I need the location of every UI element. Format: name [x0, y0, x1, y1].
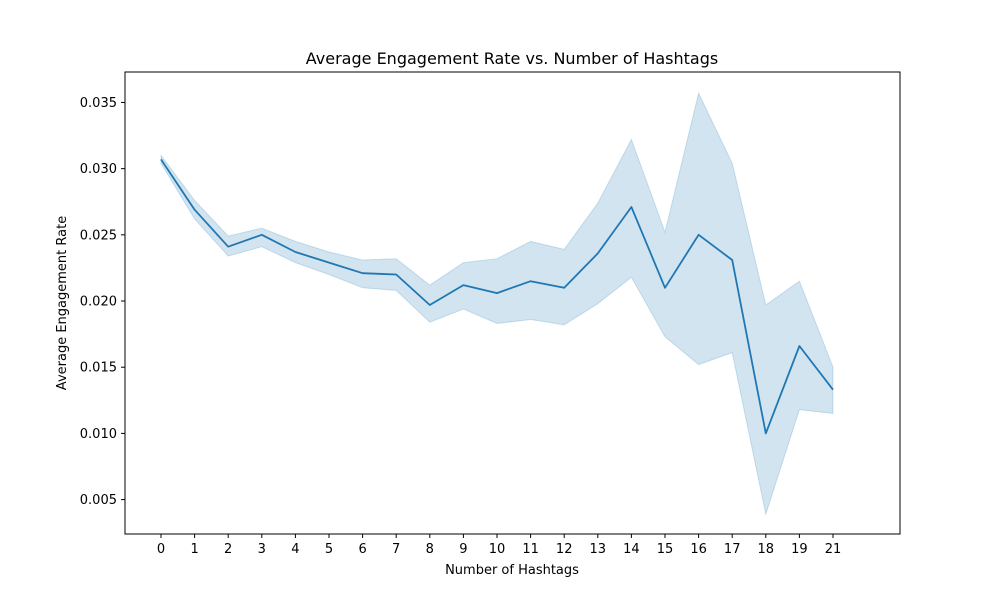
x-tick-label: 19 — [791, 542, 808, 557]
x-tick-label: 11 — [522, 542, 539, 557]
y-tick-label: 0.025 — [80, 228, 117, 243]
y-tick-label: 0.005 — [80, 493, 117, 508]
x-tick-label: 0 — [157, 542, 165, 557]
x-tick-label: 5 — [325, 542, 333, 557]
series-line-layer — [160, 158, 834, 435]
y-axis-label: Average Engagement Rate — [55, 216, 70, 390]
x-tick-label: 13 — [590, 542, 607, 557]
x-tick-label: 10 — [489, 542, 506, 557]
chart-title: Average Engagement Rate vs. Number of Ha… — [306, 49, 718, 68]
x-tick-label: 15 — [657, 542, 674, 557]
x-tick-label: 14 — [623, 542, 640, 557]
series-line — [160, 158, 834, 435]
y-tick-label: 0.030 — [80, 162, 117, 177]
x-tick-label: 4 — [291, 542, 299, 557]
x-tick-label: 7 — [392, 542, 400, 557]
x-axis-label: Number of Hashtags — [445, 563, 579, 578]
confidence-band-layer — [160, 91, 834, 517]
y-tick-label: 0.010 — [80, 427, 117, 442]
x-tick-label: 18 — [758, 542, 775, 557]
y-axis: 0.005 0.010 0.015 0.020 0.025 0.030 0.035 — [80, 96, 125, 508]
x-tick-label: 3 — [258, 542, 266, 557]
x-tick-label: 8 — [426, 542, 434, 557]
x-tick-label: 1 — [190, 542, 198, 557]
x-axis: 0 1 2 3 4 5 6 7 8 9 10 11 12 13 14 15 16 17 18 19 21 — [157, 534, 841, 557]
x-tick-label: 17 — [724, 542, 741, 557]
x-tick-label: 6 — [358, 542, 366, 557]
x-tick-label: 21 — [825, 542, 842, 557]
y-tick-label: 0.020 — [80, 295, 117, 310]
y-tick-label: 0.015 — [80, 361, 117, 376]
x-tick-label: 12 — [556, 542, 573, 557]
y-tick-label: 0.035 — [80, 96, 117, 111]
plot-area-frame — [124, 71, 901, 535]
x-tick-label: 16 — [690, 542, 707, 557]
confidence-band — [160, 91, 834, 517]
x-tick-label: 2 — [224, 542, 232, 557]
x-tick-label: 9 — [459, 542, 467, 557]
